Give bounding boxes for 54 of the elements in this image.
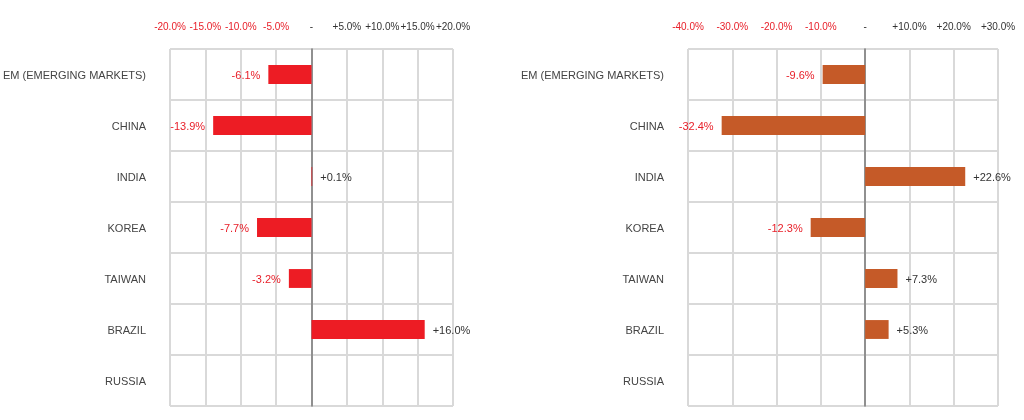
bar [822,65,866,84]
data-label: -12.3% [767,221,803,234]
data-label: -9.6% [785,68,815,81]
data-label: -3.2% [252,272,282,285]
y-tick-label: TAIWAN [104,272,147,285]
data-label: +0.1% [320,170,352,183]
x-tick-label: -20.0% [154,20,186,32]
x-tick-label: +20.0% [435,20,471,32]
bar [288,269,312,288]
x-tick-label: - [309,20,314,32]
x-tick-label: -20.0% [760,20,793,32]
x-tick-label: -10.0% [805,20,837,32]
data-label: +7.3% [905,272,938,285]
y-tick-label: INDIA [634,170,665,183]
x-tick-label: -15.0% [189,20,222,32]
x-tick-label: +30.0% [980,20,1016,32]
bar [810,218,866,237]
y-tick-label: KOREA [107,221,147,234]
y-tick-label: INDIA [116,170,147,183]
y-tick-label: BRAZIL [107,323,147,336]
x-tick-label: +20.0% [936,20,971,32]
y-tick-label: CHINA [629,119,665,132]
bar [865,167,966,186]
x-tick-label: -30.0% [716,20,749,32]
data-label: -13.9% [170,119,206,132]
data-label: +5.3% [896,323,929,336]
y-tick-label: RUSSIA [623,374,665,387]
y-tick-label: CHINA [111,119,147,132]
bar [268,65,312,84]
data-label: -32.4% [678,119,714,132]
bar [721,116,866,135]
y-tick-label: EM (EMERGING MARKETS) [520,68,664,81]
bar [311,320,425,339]
bar [865,320,889,339]
y-tick-label: TAIWAN [622,272,665,285]
data-label: -6.1% [231,68,261,81]
x-tick-label: -10.0% [224,20,257,32]
bar [865,269,898,288]
x-tick-label: +5.0% [332,20,362,32]
x-tick-label: -5.0% [263,20,290,32]
y-tick-label: BRAZIL [625,323,664,336]
data-label: +16.0% [432,323,471,336]
y-tick-label: KOREA [625,221,665,234]
x-tick-label: +15.0% [400,20,435,32]
bar [213,116,312,135]
x-tick-label: +10.0% [892,20,927,32]
x-tick-label: - [863,20,867,32]
y-tick-label: RUSSIA [105,374,147,387]
data-label: +22.6% [973,170,1012,183]
y-tick-label: EM (EMERGING MARKETS) [2,68,147,81]
data-label: -7.7% [220,221,250,234]
x-tick-label: +10.0% [365,20,400,32]
bar [257,218,312,237]
x-tick-label: -40.0% [672,20,704,32]
